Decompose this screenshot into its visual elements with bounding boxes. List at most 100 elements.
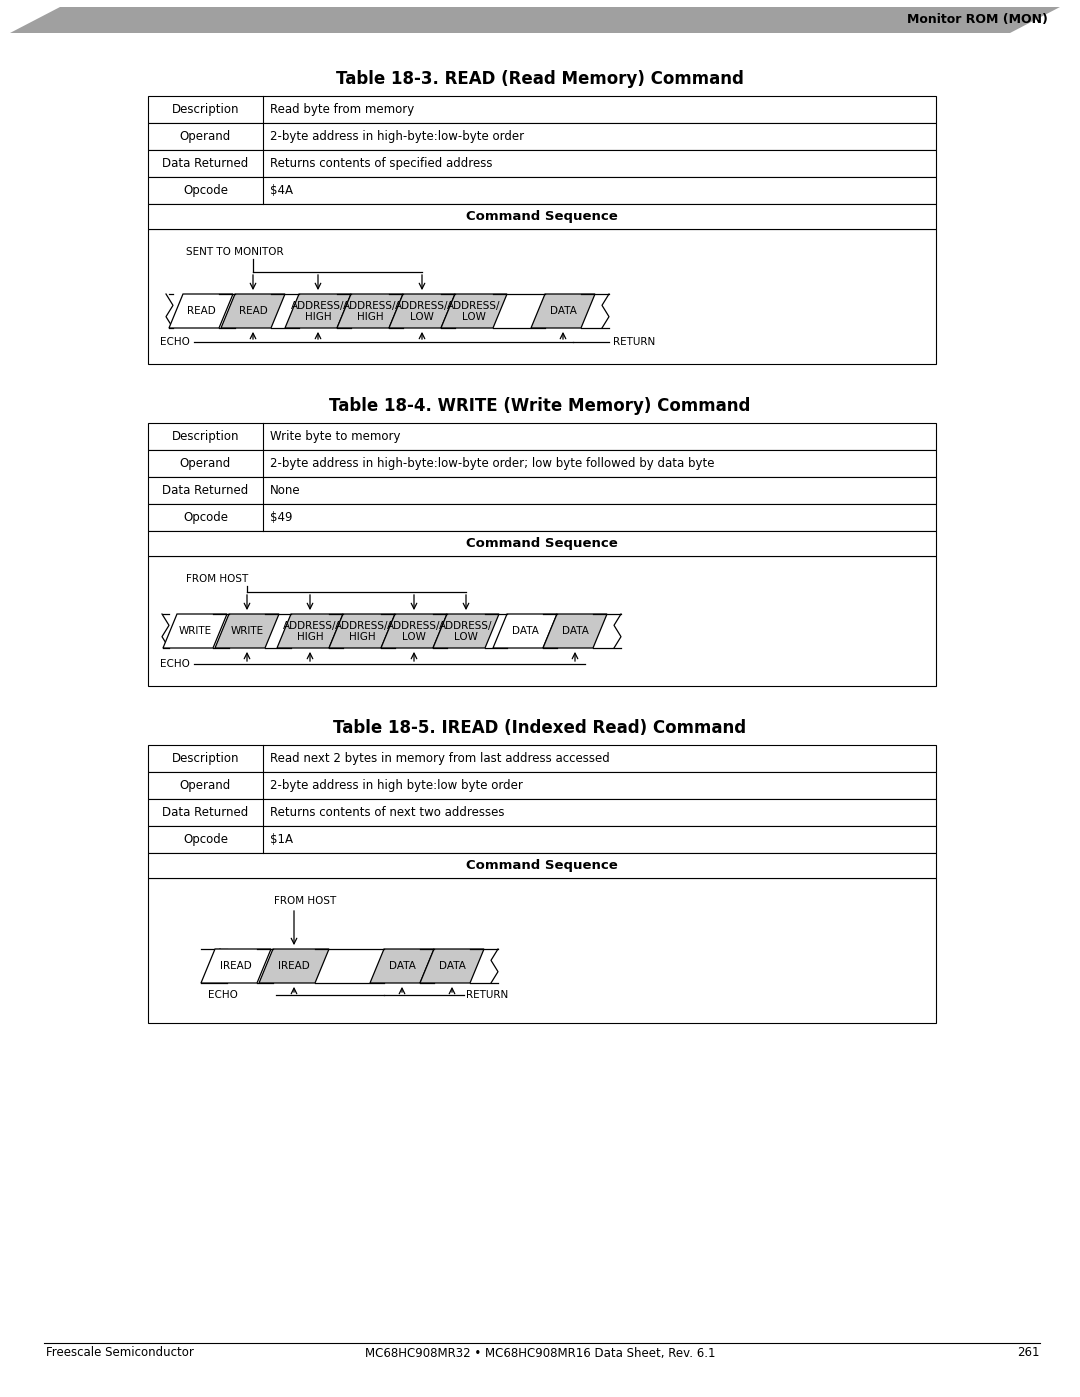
Polygon shape [276, 615, 343, 648]
Text: Operand: Operand [180, 780, 231, 792]
Text: MC68HC908MR32 • MC68HC908MR16 Data Sheet, Rev. 6.1: MC68HC908MR32 • MC68HC908MR16 Data Sheet… [365, 1347, 715, 1359]
Bar [148, 204, 936, 229]
Text: ADDRESS/: ADDRESS/ [343, 302, 396, 312]
Text: Data Returned: Data Returned [162, 156, 248, 170]
Text: ADDRESS/: ADDRESS/ [447, 302, 501, 312]
Text: HIGH: HIGH [356, 312, 383, 321]
Bar [148, 450, 936, 476]
Bar [148, 423, 936, 450]
Polygon shape [420, 949, 484, 983]
Text: ADDRESS/: ADDRESS/ [292, 302, 345, 312]
Text: Opcode: Opcode [183, 833, 228, 847]
Bar [148, 773, 936, 799]
Polygon shape [543, 615, 607, 648]
Polygon shape [201, 949, 271, 983]
Bar [148, 854, 936, 877]
Bar [148, 799, 936, 826]
Text: DATA: DATA [562, 626, 589, 636]
Text: DATA: DATA [550, 306, 577, 316]
Text: 2-byte address in high-byte:low-byte order; low byte followed by data byte: 2-byte address in high-byte:low-byte ord… [270, 457, 715, 469]
Text: Read next 2 bytes in memory from last address accessed: Read next 2 bytes in memory from last ad… [270, 752, 610, 766]
Text: Description: Description [172, 752, 240, 766]
Polygon shape [285, 293, 351, 328]
Text: Operand: Operand [180, 130, 231, 142]
Text: 2-byte address in high-byte:low-byte order: 2-byte address in high-byte:low-byte ord… [270, 130, 524, 142]
Text: Opcode: Opcode [183, 184, 228, 197]
Text: Command Sequence: Command Sequence [467, 536, 618, 550]
Text: None: None [270, 483, 300, 497]
Text: $4A: $4A [270, 184, 293, 197]
Text: 2-byte address in high byte:low byte order: 2-byte address in high byte:low byte ord… [270, 780, 523, 792]
Text: LOW: LOW [402, 631, 426, 641]
Text: ECHO: ECHO [160, 337, 190, 346]
Bar [148, 123, 936, 149]
Text: Description: Description [172, 430, 240, 443]
Polygon shape [10, 7, 1059, 34]
Text: Opcode: Opcode [183, 511, 228, 524]
Bar [148, 96, 936, 123]
Text: Returns contents of specified address: Returns contents of specified address [270, 156, 492, 170]
Text: FROM HOST: FROM HOST [274, 895, 336, 907]
Polygon shape [168, 293, 233, 328]
Text: ADDRESS/: ADDRESS/ [388, 622, 441, 631]
Text: READ: READ [187, 306, 215, 316]
Polygon shape [259, 949, 329, 983]
Text: Monitor ROM (MON): Monitor ROM (MON) [907, 14, 1048, 27]
Text: ECHO: ECHO [160, 659, 190, 669]
Polygon shape [441, 293, 507, 328]
Polygon shape [433, 615, 499, 648]
Text: Description: Description [172, 103, 240, 116]
Text: LOW: LOW [454, 631, 478, 641]
Text: Table 18-4. WRITE (Write Memory) Command: Table 18-4. WRITE (Write Memory) Command [329, 397, 751, 415]
Polygon shape [492, 615, 557, 648]
Polygon shape [163, 615, 227, 648]
Bar [148, 745, 936, 773]
Text: ADDRESS/: ADDRESS/ [440, 622, 492, 631]
Text: FROM HOST: FROM HOST [186, 574, 248, 584]
Text: HIGH: HIGH [305, 312, 332, 321]
Polygon shape [215, 615, 279, 648]
Bar [148, 504, 936, 531]
Text: HIGH: HIGH [297, 631, 323, 641]
Polygon shape [337, 293, 403, 328]
Text: Table 18-5. IREAD (Indexed Read) Command: Table 18-5. IREAD (Indexed Read) Command [334, 719, 746, 738]
Text: Write byte to memory: Write byte to memory [270, 430, 401, 443]
Text: 261: 261 [1017, 1347, 1040, 1359]
Text: Data Returned: Data Returned [162, 483, 248, 497]
Text: ADDRESS/: ADDRESS/ [395, 302, 449, 312]
Text: Command Sequence: Command Sequence [467, 859, 618, 872]
Text: RETURN: RETURN [613, 337, 656, 346]
Text: DATA: DATA [389, 961, 416, 971]
Text: IREAD: IREAD [220, 961, 252, 971]
Polygon shape [221, 293, 285, 328]
Bar [148, 149, 936, 177]
Bar [148, 476, 936, 504]
Text: HIGH: HIGH [349, 631, 376, 641]
Text: RETURN: RETURN [465, 990, 509, 1000]
Polygon shape [329, 615, 395, 648]
Text: ADDRESS/: ADDRESS/ [335, 622, 389, 631]
Text: Data Returned: Data Returned [162, 806, 248, 819]
Text: WRITE: WRITE [230, 626, 264, 636]
Text: Freescale Semiconductor: Freescale Semiconductor [46, 1347, 194, 1359]
Text: ADDRESS/: ADDRESS/ [283, 622, 337, 631]
Text: READ: READ [239, 306, 268, 316]
Text: Table 18-3. READ (Read Memory) Command: Table 18-3. READ (Read Memory) Command [336, 70, 744, 88]
Text: Operand: Operand [180, 457, 231, 469]
Text: $1A: $1A [270, 833, 293, 847]
Polygon shape [381, 615, 447, 648]
Text: ECHO: ECHO [208, 990, 238, 1000]
Bar [148, 531, 936, 556]
Bar [148, 556, 936, 686]
Text: Returns contents of next two addresses: Returns contents of next two addresses [270, 806, 504, 819]
Polygon shape [531, 293, 595, 328]
Text: $49: $49 [270, 511, 293, 524]
Text: DATA: DATA [438, 961, 465, 971]
Bar [148, 877, 936, 1023]
Text: DATA: DATA [512, 626, 539, 636]
Text: LOW: LOW [462, 312, 486, 321]
Text: IREAD: IREAD [279, 961, 310, 971]
Polygon shape [389, 293, 455, 328]
Text: WRITE: WRITE [178, 626, 212, 636]
Bar [148, 229, 936, 365]
